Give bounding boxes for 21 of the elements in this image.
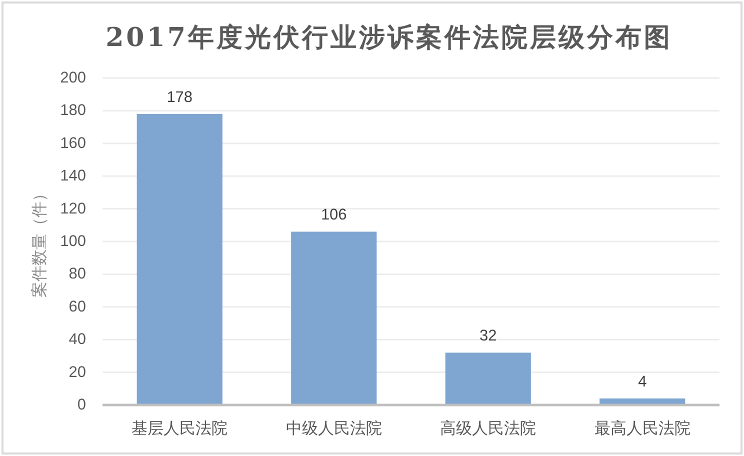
y-tick-label: 140 [60, 168, 86, 185]
y-tick-label: 80 [68, 266, 86, 283]
y-tick-label: 20 [68, 364, 86, 381]
x-tick-label: 高级人民法院 [440, 420, 536, 438]
y-tick-label: 0 [77, 396, 86, 414]
y-tick-label: 160 [60, 134, 86, 152]
data-label: 178 [166, 88, 193, 106]
y-tick-label: 100 [60, 233, 86, 250]
y-tick-label: 180 [60, 102, 86, 120]
x-tick-label: 中级人民法院 [286, 420, 382, 438]
data-label: 4 [638, 373, 648, 390]
data-label: 32 [480, 328, 497, 345]
y-tick-label: 40 [68, 331, 86, 348]
y-tick-label: 200 [60, 70, 86, 86]
chart-title: 2017年度光伏行业涉诉案件法院层级分布图 [106, 23, 672, 53]
y-tick-label: 60 [68, 298, 86, 316]
y-tick-label: 120 [60, 200, 86, 218]
x-tick-label: 基层人民法院 [132, 420, 228, 438]
y-axis-title: 案件数量（件） [30, 186, 48, 298]
data-label: 106 [320, 206, 347, 224]
x-tick-label: 最高人民法院 [594, 420, 690, 438]
